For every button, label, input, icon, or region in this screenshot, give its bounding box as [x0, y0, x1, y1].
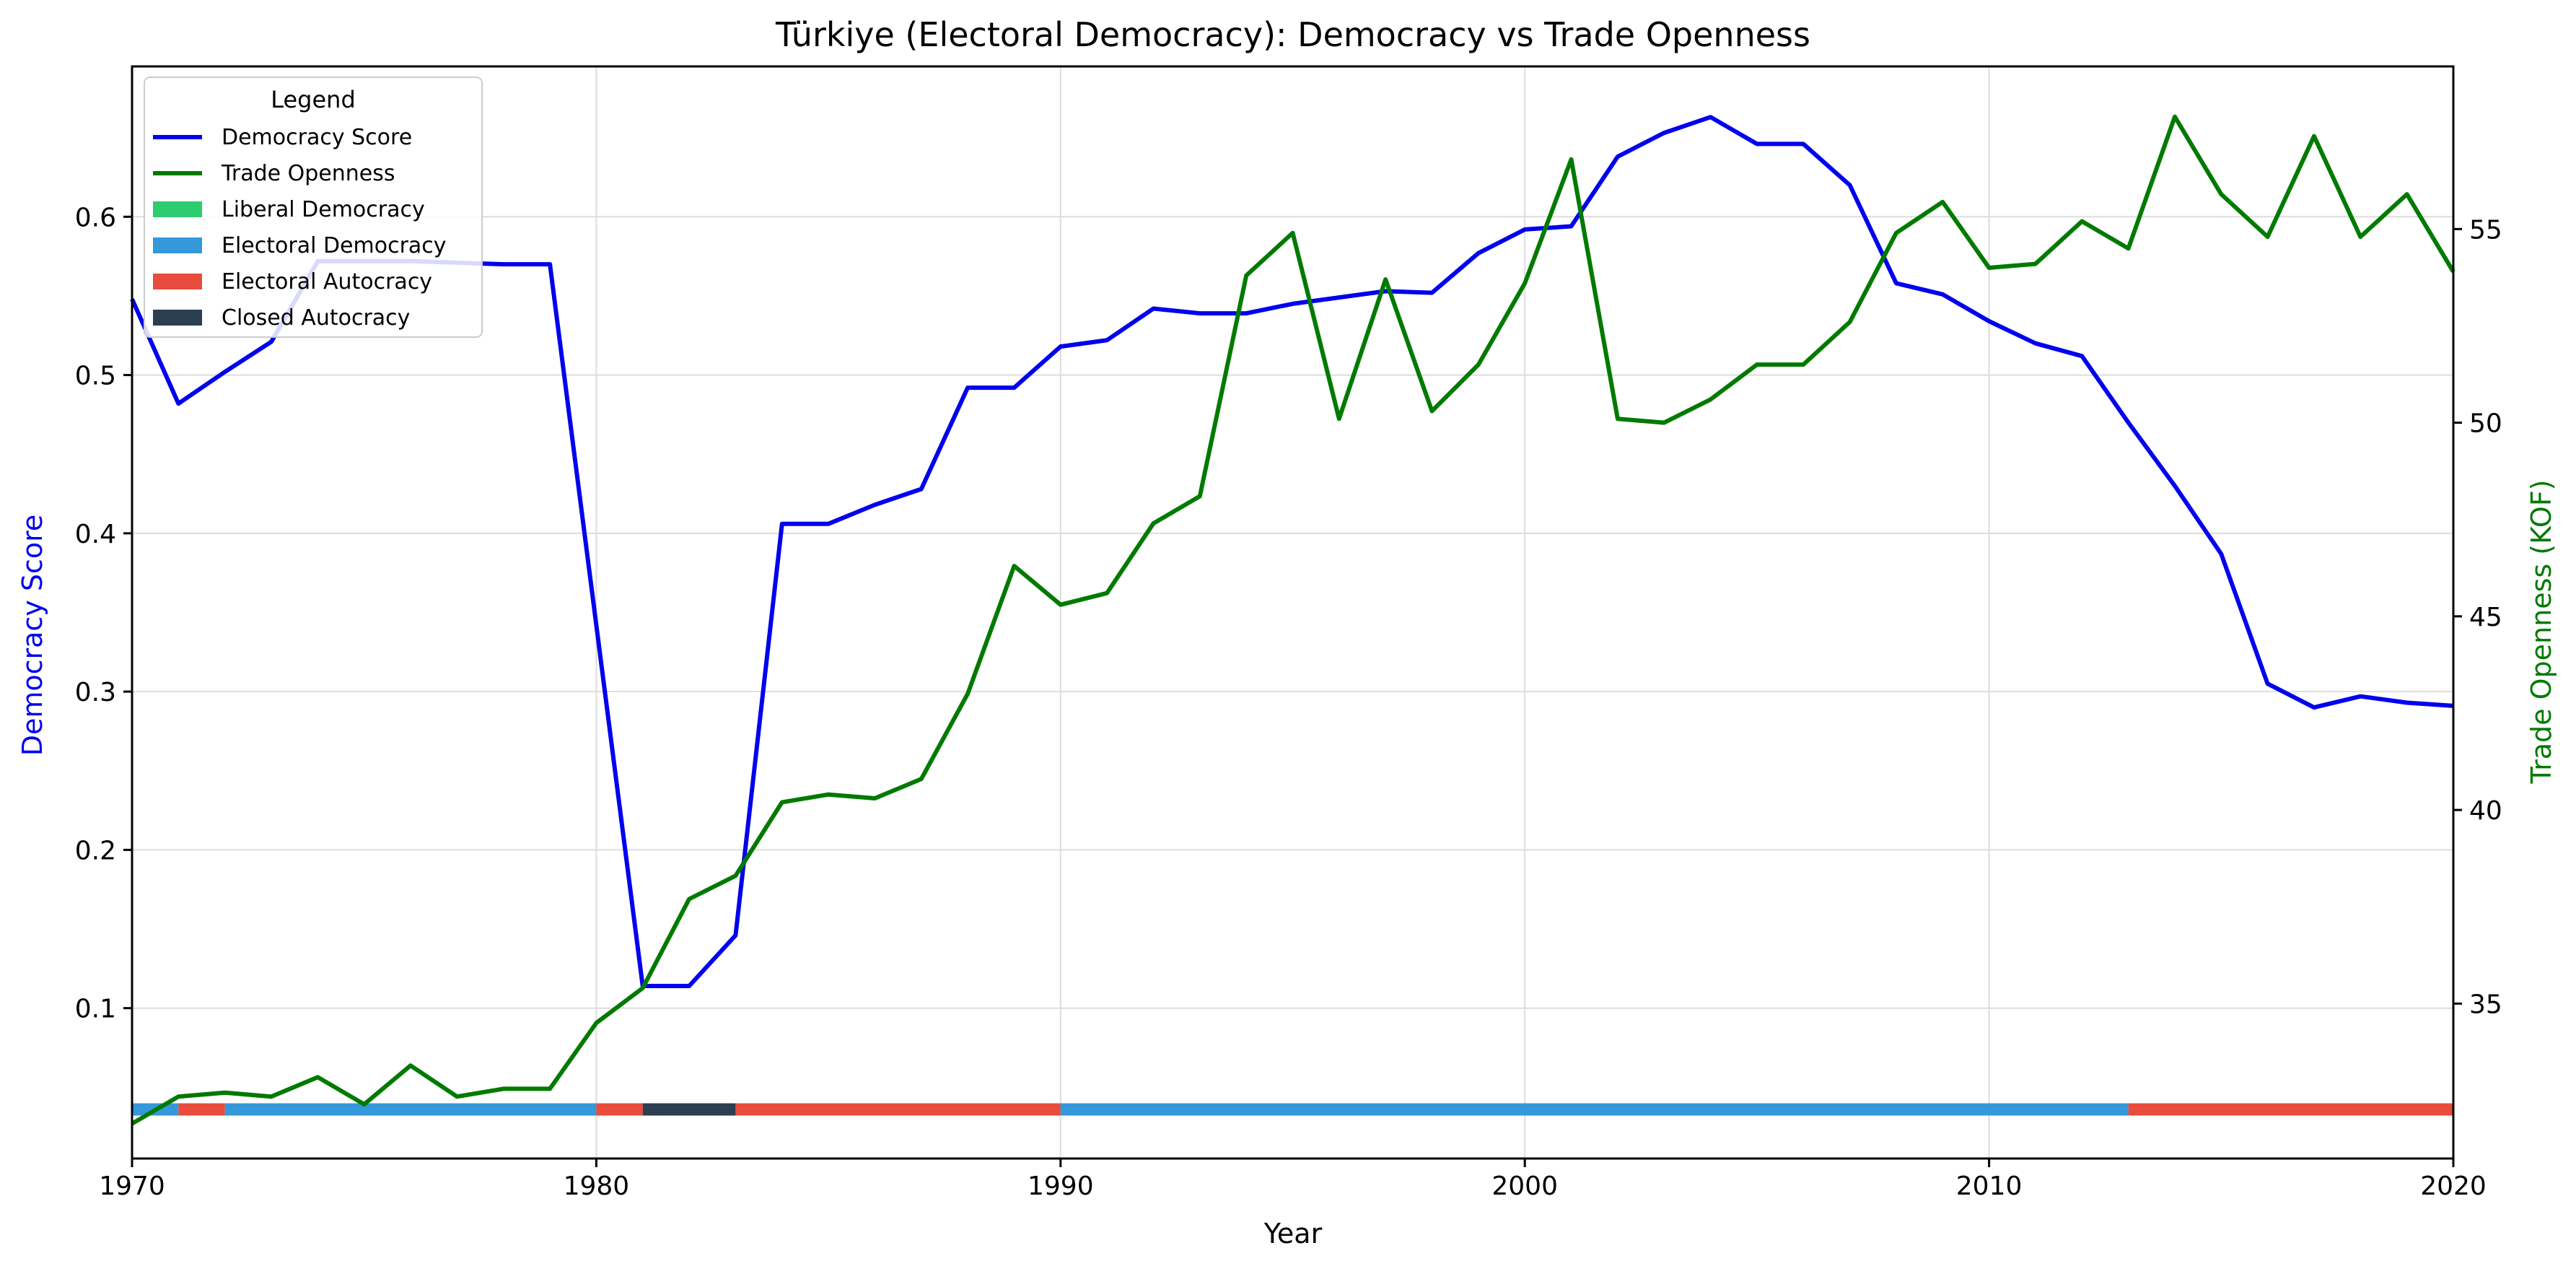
x-tick-label: 1970 [99, 1172, 165, 1201]
legend-patch-swatch [153, 237, 202, 253]
legend-patch-swatch [153, 274, 202, 289]
y-axis-left-title: Democracy Score [17, 515, 48, 756]
legend-entry-label: Liberal Democracy [222, 197, 425, 222]
y-left-tick-label: 0.1 [75, 995, 116, 1024]
x-tick-label: 2010 [1956, 1172, 2023, 1201]
legend-box [144, 77, 483, 338]
x-tick-label: 2000 [1491, 1172, 1558, 1201]
y-axis-right-title: Trade Openness (KOF) [2525, 479, 2557, 784]
y-left-tick-label: 0.3 [75, 678, 116, 707]
legend-title: Legend [271, 86, 356, 113]
y-left-tick-label: 0.2 [75, 836, 116, 865]
plot-area: 1970 1980 1990 2000 2010 2020 0.1 0.2 0.3 0.4 0.5 0… [75, 65, 2502, 1201]
x-axis-title: Year [1263, 1218, 1323, 1249]
legend-entry-label: Closed Autocracy [222, 305, 410, 331]
plot-frame [131, 65, 2455, 1160]
y-right-tick-label: 45 [2469, 603, 2502, 632]
legend-entry-label: Electoral Autocracy [222, 269, 432, 294]
legend-entry-label: Democracy Score [222, 125, 412, 150]
x-tick-label: 1980 [564, 1172, 630, 1201]
legend-entry-label: Electoral Democracy [222, 233, 447, 258]
y-right-tick-label: 40 [2469, 796, 2502, 826]
legend: Legend Democracy Score Trade Openness Liber… [144, 77, 483, 338]
legend-entry-label: Trade Openness [221, 161, 395, 186]
democracy-score-line [130, 115, 2454, 988]
trade-openness-line [131, 114, 2455, 1126]
y-left-tick-label: 0.6 [75, 203, 116, 232]
y-left-tick-label: 0.5 [75, 362, 116, 391]
legend-patch-swatch [153, 310, 202, 326]
plot-background [132, 66, 2453, 1159]
x-tick-label: 1990 [1028, 1172, 1094, 1201]
y-right-tick-label: 50 [2469, 409, 2502, 439]
x-tick-label: 2020 [2420, 1172, 2487, 1201]
y-right-tick-label: 55 [2469, 215, 2502, 245]
y-left-tick-label: 0.4 [75, 520, 116, 549]
legend-patch-swatch [153, 201, 202, 217]
y-right-tick-label: 35 [2469, 990, 2502, 1019]
chart-title: Türkiye (Electoral Democracy): Democracy… [775, 15, 1810, 54]
